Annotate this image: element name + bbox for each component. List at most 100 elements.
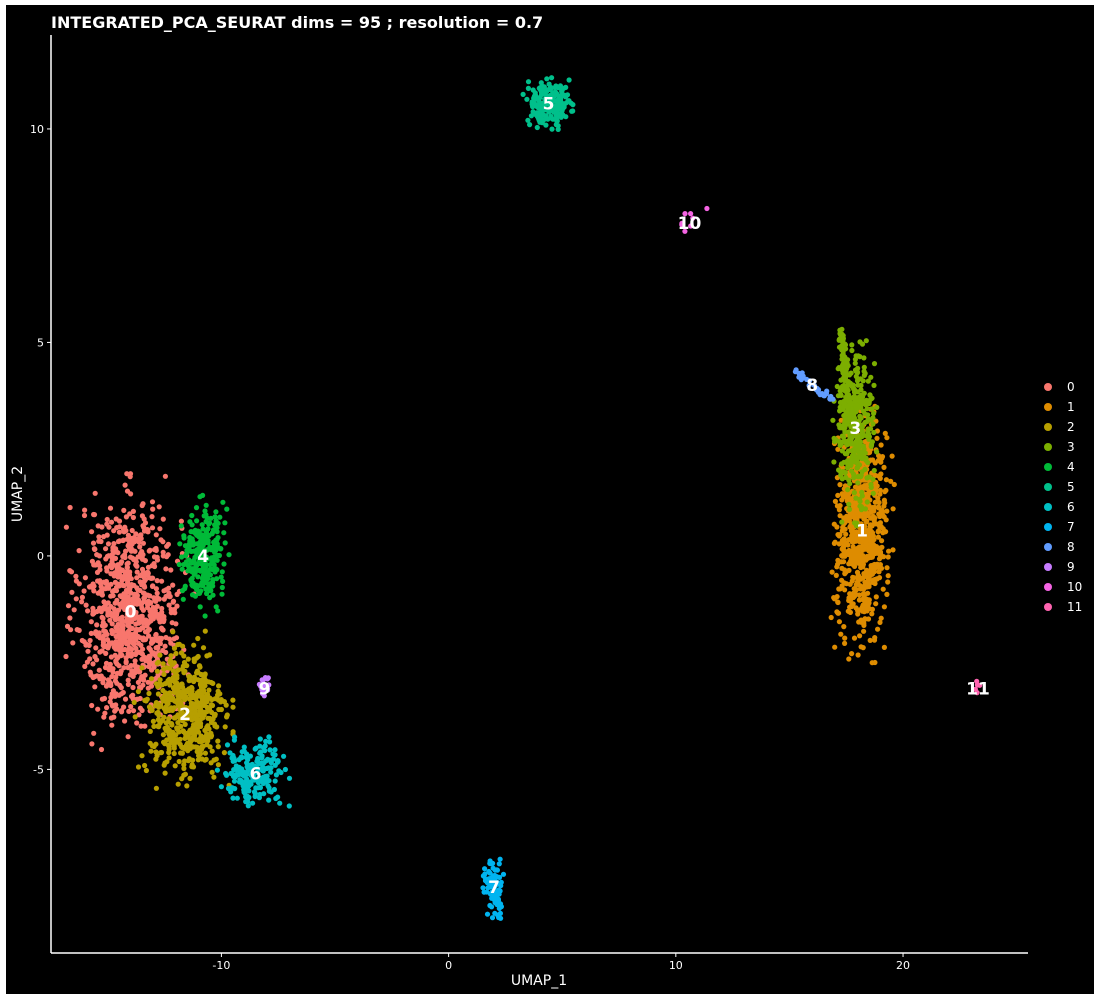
point bbox=[832, 498, 839, 504]
point bbox=[230, 697, 236, 703]
point bbox=[872, 515, 878, 521]
point bbox=[197, 494, 203, 500]
point bbox=[106, 667, 112, 673]
point bbox=[114, 670, 120, 677]
point bbox=[862, 523, 868, 530]
point bbox=[858, 576, 864, 582]
point bbox=[95, 706, 101, 712]
point bbox=[237, 770, 243, 777]
point bbox=[277, 800, 283, 806]
point bbox=[141, 599, 147, 605]
point bbox=[854, 458, 860, 464]
point bbox=[219, 569, 225, 575]
legend-item-3: 3 bbox=[1044, 440, 1075, 454]
point bbox=[148, 618, 154, 624]
point bbox=[482, 871, 488, 877]
point bbox=[142, 697, 148, 704]
point bbox=[209, 748, 215, 754]
point bbox=[862, 579, 868, 585]
point bbox=[549, 75, 555, 81]
point bbox=[213, 604, 219, 610]
point bbox=[868, 374, 874, 380]
x-axis-title: UMAP_1 bbox=[511, 973, 567, 989]
point bbox=[885, 554, 891, 560]
point bbox=[837, 425, 844, 431]
point bbox=[831, 595, 837, 601]
point bbox=[105, 541, 112, 547]
legend-swatch bbox=[1044, 483, 1052, 491]
point bbox=[811, 382, 817, 388]
point bbox=[869, 660, 875, 666]
point bbox=[555, 85, 562, 91]
point bbox=[153, 532, 159, 538]
point bbox=[871, 361, 878, 367]
point bbox=[840, 469, 846, 475]
point bbox=[203, 518, 209, 525]
point bbox=[199, 522, 205, 528]
point bbox=[102, 710, 108, 716]
point bbox=[163, 705, 169, 711]
point bbox=[121, 529, 127, 535]
point bbox=[837, 388, 843, 394]
point bbox=[180, 711, 186, 717]
point bbox=[549, 126, 555, 132]
point bbox=[241, 744, 247, 750]
legend-swatch bbox=[1044, 583, 1052, 591]
point bbox=[880, 530, 886, 536]
point bbox=[166, 746, 172, 753]
point bbox=[804, 376, 810, 382]
point bbox=[161, 671, 167, 678]
point bbox=[134, 720, 140, 726]
cluster-label-7: 7 bbox=[488, 878, 500, 898]
point bbox=[65, 603, 72, 609]
point bbox=[102, 586, 108, 592]
legend-item-5: 5 bbox=[1044, 480, 1075, 494]
point bbox=[223, 702, 229, 708]
point bbox=[257, 750, 263, 756]
point bbox=[166, 602, 172, 608]
point bbox=[251, 789, 258, 795]
point bbox=[130, 684, 136, 691]
point bbox=[230, 758, 236, 764]
point bbox=[110, 545, 116, 551]
point bbox=[849, 533, 855, 539]
point bbox=[147, 740, 153, 746]
point bbox=[148, 661, 154, 667]
point bbox=[497, 910, 503, 917]
point bbox=[124, 564, 130, 571]
point bbox=[122, 646, 128, 653]
point bbox=[268, 765, 274, 771]
point bbox=[867, 426, 874, 432]
point bbox=[871, 429, 877, 436]
point bbox=[843, 438, 849, 444]
series-4-points bbox=[176, 492, 232, 619]
point bbox=[891, 481, 897, 488]
point bbox=[96, 534, 102, 540]
point bbox=[195, 704, 202, 710]
point bbox=[112, 678, 118, 684]
point bbox=[870, 547, 876, 553]
point bbox=[178, 715, 184, 721]
point bbox=[118, 668, 124, 674]
point bbox=[246, 794, 252, 801]
point bbox=[142, 762, 148, 769]
point bbox=[181, 689, 187, 695]
point bbox=[525, 117, 531, 123]
point bbox=[870, 421, 876, 427]
x-tick-label: 10 bbox=[669, 959, 683, 972]
point bbox=[260, 677, 266, 684]
cluster-label-6: 6 bbox=[250, 765, 262, 785]
point bbox=[182, 771, 188, 777]
point bbox=[96, 538, 102, 544]
point bbox=[82, 507, 88, 513]
point bbox=[257, 736, 263, 742]
point bbox=[191, 678, 197, 685]
point bbox=[123, 655, 129, 661]
point bbox=[554, 115, 560, 121]
point bbox=[147, 654, 153, 660]
point bbox=[842, 635, 848, 641]
point bbox=[547, 103, 553, 109]
point bbox=[202, 683, 208, 689]
point bbox=[845, 387, 851, 393]
point bbox=[100, 637, 106, 643]
